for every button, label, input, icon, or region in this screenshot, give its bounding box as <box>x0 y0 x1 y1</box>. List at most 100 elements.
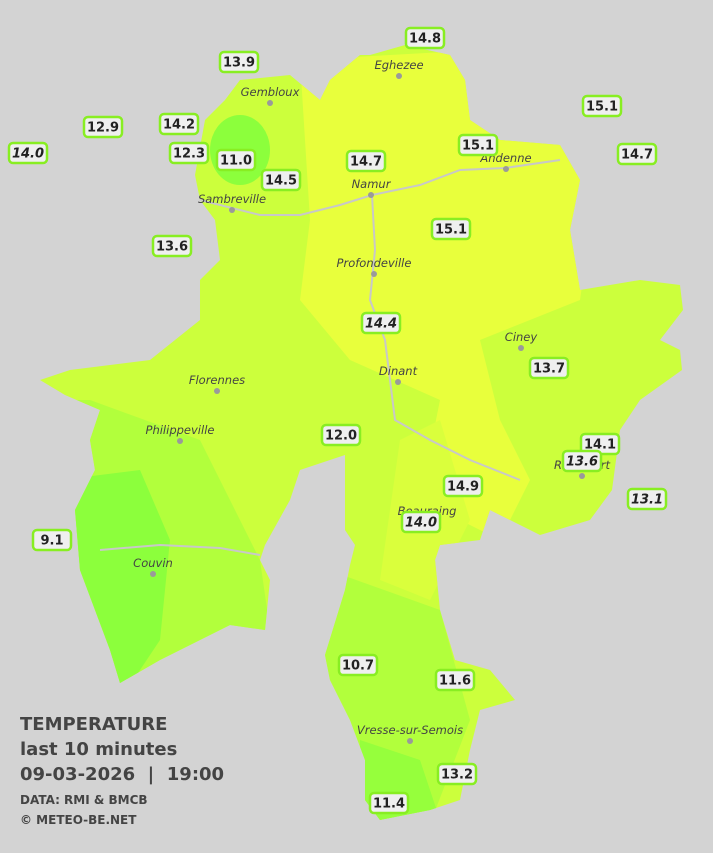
town-dot <box>396 73 402 79</box>
station-value: 14.8 <box>409 32 441 47</box>
town-dot <box>267 100 273 106</box>
datetime: 09-03-2026 | 19:00 <box>20 764 224 785</box>
station-value: 13.6 <box>156 240 188 255</box>
town-dot <box>229 207 235 213</box>
station-value: 14.5 <box>265 174 297 189</box>
station-box <box>345 149 387 173</box>
station-box <box>337 653 379 677</box>
town-name: Profondeville <box>337 256 412 270</box>
town-dot <box>177 438 183 444</box>
station: 14.2 <box>158 112 200 136</box>
station: 11.0 <box>215 148 257 172</box>
station: 14.7 <box>345 149 387 173</box>
station-box <box>430 217 472 241</box>
town-name: Florennes <box>189 373 245 387</box>
town-dot <box>579 473 585 479</box>
station-value: 14.0 <box>12 147 44 162</box>
station: 15.1 <box>457 133 499 157</box>
station-value: 15.1 <box>435 223 467 238</box>
station: 11.4 <box>368 791 410 815</box>
town-dot <box>503 166 509 172</box>
title: TEMPERATURE <box>20 714 167 735</box>
station-box <box>436 762 478 786</box>
station-value: 13.2 <box>441 768 473 783</box>
station: 14.1 <box>579 432 621 456</box>
town-name: Vresse-sur-Semois <box>357 723 463 737</box>
station-value: 10.7 <box>342 659 374 674</box>
town-dot <box>214 388 220 394</box>
station-box <box>368 791 410 815</box>
station-box <box>626 487 668 511</box>
station-box <box>31 528 73 552</box>
station-value: 13.1 <box>631 493 663 508</box>
station-value: 13.9 <box>223 56 255 71</box>
station: 10.7 <box>337 653 379 677</box>
station: 14.5 <box>260 168 302 192</box>
town-name: Gembloux <box>241 85 300 99</box>
town-name: Namur <box>352 177 392 191</box>
station: 14.8 <box>404 26 446 50</box>
town-name: Philippeville <box>146 423 215 437</box>
station: 13.1 <box>626 487 668 511</box>
station-value: 12.3 <box>173 147 205 162</box>
station: 13.7 <box>528 356 570 380</box>
station: 13.2 <box>436 762 478 786</box>
station: 15.1 <box>581 94 623 118</box>
station-value: 14.7 <box>350 155 382 170</box>
station-box <box>158 112 200 136</box>
station-box <box>7 141 49 165</box>
station-value: 14.4 <box>365 317 397 332</box>
station-box <box>168 141 210 165</box>
station-value: 11.0 <box>220 154 252 169</box>
subtitle: last 10 minutes <box>20 739 177 760</box>
station-box <box>151 234 193 258</box>
station-value: 9.1 <box>40 534 63 549</box>
station-value: 15.1 <box>462 139 494 154</box>
station-box <box>442 474 484 498</box>
station: 14.4 <box>360 311 402 335</box>
station: 13.6 <box>151 234 193 258</box>
station-box <box>82 115 124 139</box>
station-box <box>215 148 257 172</box>
station-box <box>260 168 302 192</box>
town-dot <box>368 192 374 198</box>
town-dot <box>150 571 156 577</box>
town-name: Couvin <box>133 556 173 570</box>
station-value: 12.9 <box>87 121 119 136</box>
station: 14.0 <box>400 510 442 534</box>
credit: © METEO-BE.NET <box>20 813 137 827</box>
station: 12.0 <box>320 423 362 447</box>
station: 12.9 <box>82 115 124 139</box>
station-box <box>561 449 603 473</box>
station: 13.9 <box>218 50 260 74</box>
station-box <box>400 510 442 534</box>
station-value: 14.0 <box>405 516 437 531</box>
source: DATA: RMI & BMCB <box>20 793 148 807</box>
station-value: 11.4 <box>373 797 405 812</box>
station: 14.7 <box>616 142 658 166</box>
station-box <box>360 311 402 335</box>
station-value: 11.6 <box>439 674 471 689</box>
station: 12.3 <box>168 141 210 165</box>
station-value: 13.6 <box>566 455 598 470</box>
station: 13.6 <box>561 449 603 473</box>
town-dot <box>518 345 524 351</box>
station-value: 14.2 <box>163 118 195 133</box>
station-value: 12.0 <box>325 429 357 444</box>
town-name: Sambreville <box>198 192 266 206</box>
town-dot <box>407 738 413 744</box>
town-dot <box>371 271 377 277</box>
station-value: 14.1 <box>584 438 616 453</box>
station: 14.0 <box>7 141 49 165</box>
station: 15.1 <box>430 217 472 241</box>
station: 11.6 <box>434 668 476 692</box>
station-box <box>434 668 476 692</box>
station-value: 14.7 <box>621 148 653 163</box>
station-value: 13.7 <box>533 362 565 377</box>
station-box <box>581 94 623 118</box>
station-box <box>320 423 362 447</box>
station-box <box>404 26 446 50</box>
town-dot <box>395 379 401 385</box>
station-box <box>218 50 260 74</box>
